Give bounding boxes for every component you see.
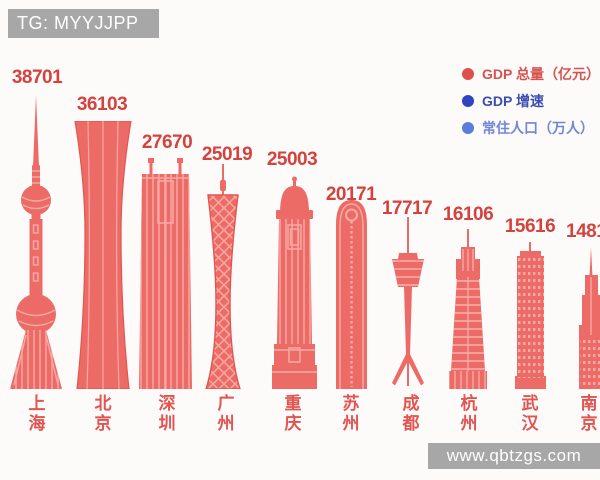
gdp-value-suzhou: 20171	[325, 184, 377, 205]
legend-label-gdp-total: GDP 总量（亿元）	[482, 65, 600, 82]
gdp-value-guangzhou: 25019	[201, 144, 253, 165]
tower-wuhan-center	[515, 242, 546, 389]
legend-dot-lightblue-icon	[462, 121, 474, 134]
tower-canton-guangzhou	[205, 164, 241, 389]
gdp-value-shanghai: 38701	[11, 67, 63, 88]
tower-west-pearl-chengdu	[392, 217, 424, 386]
gdp-value-wuhan: 15616	[504, 216, 556, 237]
tower-jiefangbei-chongqing	[272, 176, 317, 389]
city-name-shenzhen: 深圳	[158, 394, 176, 433]
city-name-chongqing: 重庆	[284, 394, 302, 433]
city-name-hangzhou: 杭州	[460, 394, 478, 433]
tower-zifeng-nanjing	[579, 247, 600, 389]
gdp-value-shenzhen: 27670	[141, 132, 193, 153]
legend-item-gdp-total: GDP 总量（亿元）	[462, 60, 600, 87]
legend-label-gdp-growth: GDP 增速	[482, 92, 544, 109]
city-name-chengdu: 成都	[402, 394, 420, 433]
city-name-nanjing: 南京	[580, 394, 598, 433]
city-name-suzhou: 苏州	[342, 394, 360, 433]
tower-oriental-pearl-shanghai	[10, 95, 62, 389]
legend-item-gdp-growth: GDP 增速	[462, 87, 600, 114]
city-name-wuhan: 武汉	[521, 394, 539, 433]
watermark-text-top: TG: MYYJJPP	[17, 13, 139, 33]
city-name-shanghai: 上海	[28, 394, 46, 433]
legend-label-population: 常住人口（万人）	[482, 119, 594, 136]
watermark-text-bottom: www.qbtzgs.com	[446, 446, 582, 465]
tower-china-zun-beijing	[74, 121, 132, 389]
gdp-value-hangzhou: 16106	[442, 204, 494, 225]
gdp-value-chongqing: 25003	[266, 149, 318, 170]
city-name-guangzhou: 广州	[217, 394, 235, 433]
chart-legend: GDP 总量（亿元） GDP 增速 常住人口（万人）	[462, 60, 600, 141]
watermark-badge-bottom: www.qbtzgs.com	[428, 443, 600, 469]
legend-dot-darkblue-icon	[462, 94, 474, 107]
legend-item-population: 常住人口（万人）	[462, 114, 600, 141]
tower-pingan-shenzhen	[139, 158, 192, 389]
tower-gate-of-the-orient-suzhou	[336, 200, 367, 389]
gdp-value-beijing: 36103	[76, 94, 128, 115]
city-name-beijing: 北京	[94, 394, 112, 433]
legend-dot-red-icon	[462, 67, 474, 80]
gdp-value-nanjing: 14818	[566, 221, 600, 242]
gdp-value-chengdu: 17717	[381, 198, 433, 219]
watermark-badge-top: TG: MYYJJPP	[8, 9, 159, 38]
tower-hangzhou	[449, 229, 487, 389]
